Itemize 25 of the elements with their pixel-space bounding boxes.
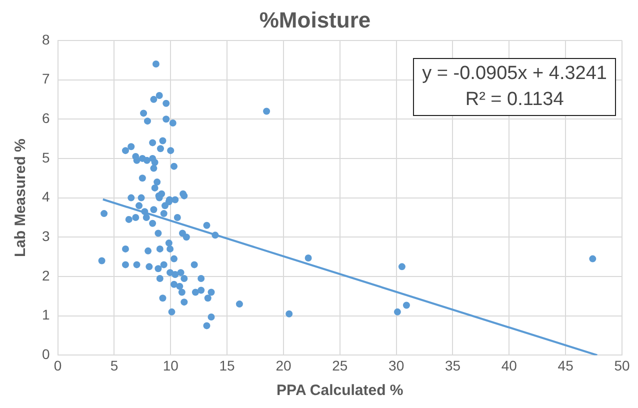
x-tick-label: 10 bbox=[162, 357, 179, 374]
annotation: R² = 0.1134 bbox=[464, 88, 565, 112]
x-tick-label: 45 bbox=[558, 357, 574, 374]
y-tick-label: 1 bbox=[42, 306, 50, 323]
y-tick-label: 7 bbox=[42, 70, 50, 87]
y-axis-title: Lab Measured % bbox=[12, 138, 30, 257]
x-tick-label: 35 bbox=[444, 357, 461, 374]
y-tick-label: 3 bbox=[42, 228, 50, 244]
x-tick-label: 0 bbox=[54, 357, 62, 374]
x-tick-label: 15 bbox=[219, 357, 236, 374]
x-tick-label: 40 bbox=[501, 357, 518, 374]
chart-title: %Moisture bbox=[259, 7, 371, 32]
y-tick-label: 8 bbox=[42, 31, 50, 48]
y-tick-label: 0 bbox=[42, 346, 50, 362]
y-tick-label: 4 bbox=[42, 188, 50, 205]
x-tick-label: 20 bbox=[276, 357, 292, 374]
y-tick-label: 6 bbox=[42, 110, 50, 126]
annotation: y = -0.0905x + 4.3241 bbox=[422, 62, 607, 86]
y-tick-label: 5 bbox=[42, 149, 50, 166]
y-tick-label: 2 bbox=[42, 267, 50, 284]
x-tick-label: 50 bbox=[614, 357, 630, 374]
x-axis-title: PPA Calculated % bbox=[276, 382, 404, 400]
x-tick-label: 30 bbox=[388, 357, 404, 374]
x-tick-label: 25 bbox=[332, 357, 348, 374]
x-tick-label: 5 bbox=[110, 357, 118, 374]
